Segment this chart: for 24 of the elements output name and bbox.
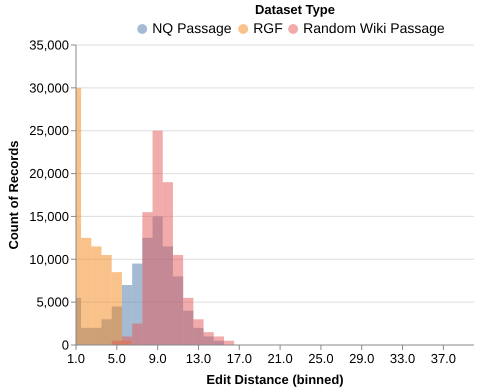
x-axis-title: Edit Distance (binned) <box>206 372 344 387</box>
legend-label: NQ Passage <box>152 20 232 36</box>
y-tick-label: 35,000 <box>29 38 69 52</box>
x-tick-label: 29.0 <box>349 351 374 366</box>
x-tick-label: 21.0 <box>267 351 293 366</box>
legend-title: Dataset Type <box>255 2 335 17</box>
y-tick-label: 0 <box>62 338 69 352</box>
x-tick-label: 37.0 <box>430 351 456 366</box>
x-tick-label: 25.0 <box>308 351 334 366</box>
legend-label: RGF <box>253 20 283 36</box>
x-tick-label: 1.0 <box>66 351 86 366</box>
y-axis-title: Count of Records <box>6 140 21 250</box>
y-tick-label: 30,000 <box>29 80 69 96</box>
x-tick-label: 17.0 <box>226 351 252 366</box>
y-tick-label: 5,000 <box>36 294 69 310</box>
y-tick-label: 10,000 <box>29 252 69 267</box>
y-tick-label: 20,000 <box>29 166 69 182</box>
x-tick-label: 5.0 <box>108 351 126 366</box>
x-tick-label: 13.0 <box>186 351 212 366</box>
y-tick-label: 15,000 <box>29 208 69 224</box>
x-tick-label: 9.0 <box>148 351 167 366</box>
y-tick-label: 25,000 <box>29 123 69 138</box>
x-tick-label: 33.0 <box>390 351 416 366</box>
legend-label: Random Wiki Passage <box>303 20 445 36</box>
